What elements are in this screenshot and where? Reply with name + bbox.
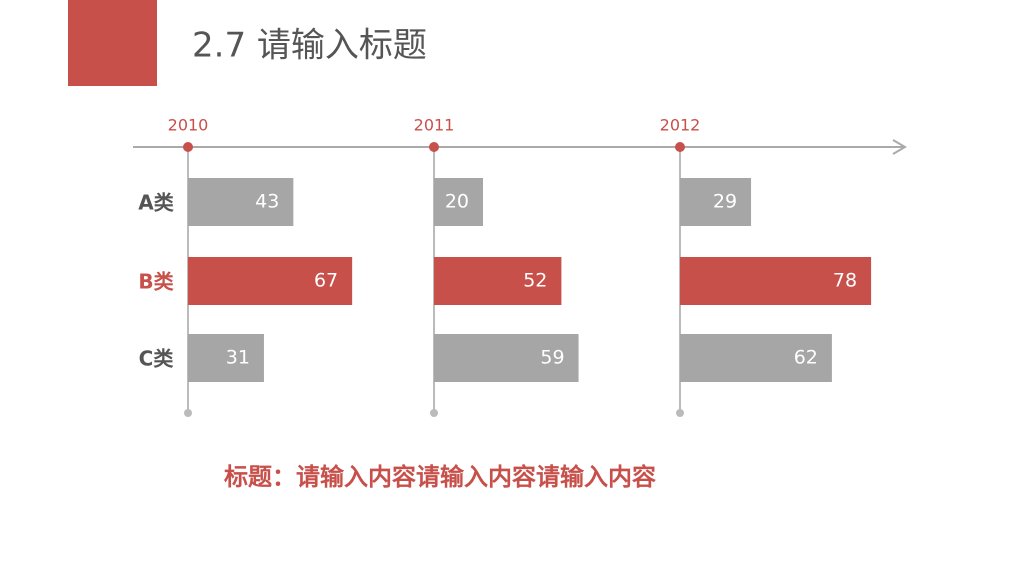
value-label: 52: [523, 270, 547, 292]
slide-title: 2.7 请输入标题: [192, 26, 427, 66]
value-label: 43: [255, 191, 279, 213]
bar: [434, 178, 483, 226]
stem-end: [184, 409, 192, 417]
year-dot: [183, 142, 193, 152]
caption: 标题：请输入内容请输入内容请输入内容: [224, 463, 656, 491]
year-label: 2010: [168, 116, 209, 135]
bar: [188, 257, 353, 305]
stem-end: [430, 409, 438, 417]
value-label: 31: [226, 347, 250, 369]
value-label: 29: [713, 191, 737, 213]
stem-end: [676, 409, 684, 417]
year-label: 2012: [660, 116, 701, 135]
bar: [680, 257, 872, 305]
year-dot: [429, 142, 439, 152]
value-label: 20: [445, 191, 469, 213]
value-label: 62: [794, 347, 818, 369]
bar: [434, 257, 562, 305]
category-label: C类: [139, 347, 174, 371]
bar: [188, 178, 294, 226]
year-dot: [675, 142, 685, 152]
category-label: A类: [138, 191, 173, 215]
timeline-arrow: [892, 139, 907, 155]
value-label: 59: [540, 347, 564, 369]
bar: [680, 178, 752, 226]
bar: [434, 334, 579, 382]
value-label: 67: [314, 270, 338, 292]
category-label: B类: [138, 270, 173, 294]
bar: [188, 334, 264, 382]
value-label: 78: [833, 270, 857, 292]
year-label: 2011: [414, 116, 455, 135]
bar: [680, 334, 832, 382]
title-block: [68, 0, 157, 86]
